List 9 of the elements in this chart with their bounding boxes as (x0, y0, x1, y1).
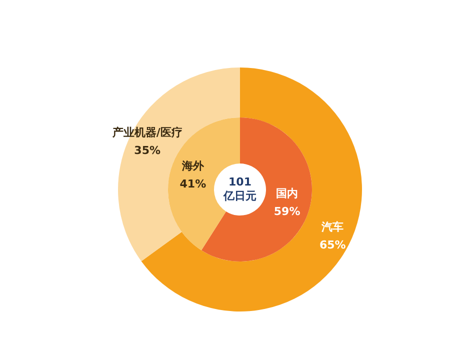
data-label: 65% (319, 238, 346, 252)
slice-label: 国内 (276, 187, 298, 200)
data-label: 41% (180, 178, 206, 191)
data-label: 59% (274, 205, 300, 218)
slice-label: 产业机器/医疗 (111, 126, 182, 140)
text: 101 亿日元 (222, 175, 256, 202)
data-label: 35% (134, 144, 161, 158)
slice-label: 海外 (180, 160, 205, 173)
slice-label: 汽车 (320, 220, 344, 234)
